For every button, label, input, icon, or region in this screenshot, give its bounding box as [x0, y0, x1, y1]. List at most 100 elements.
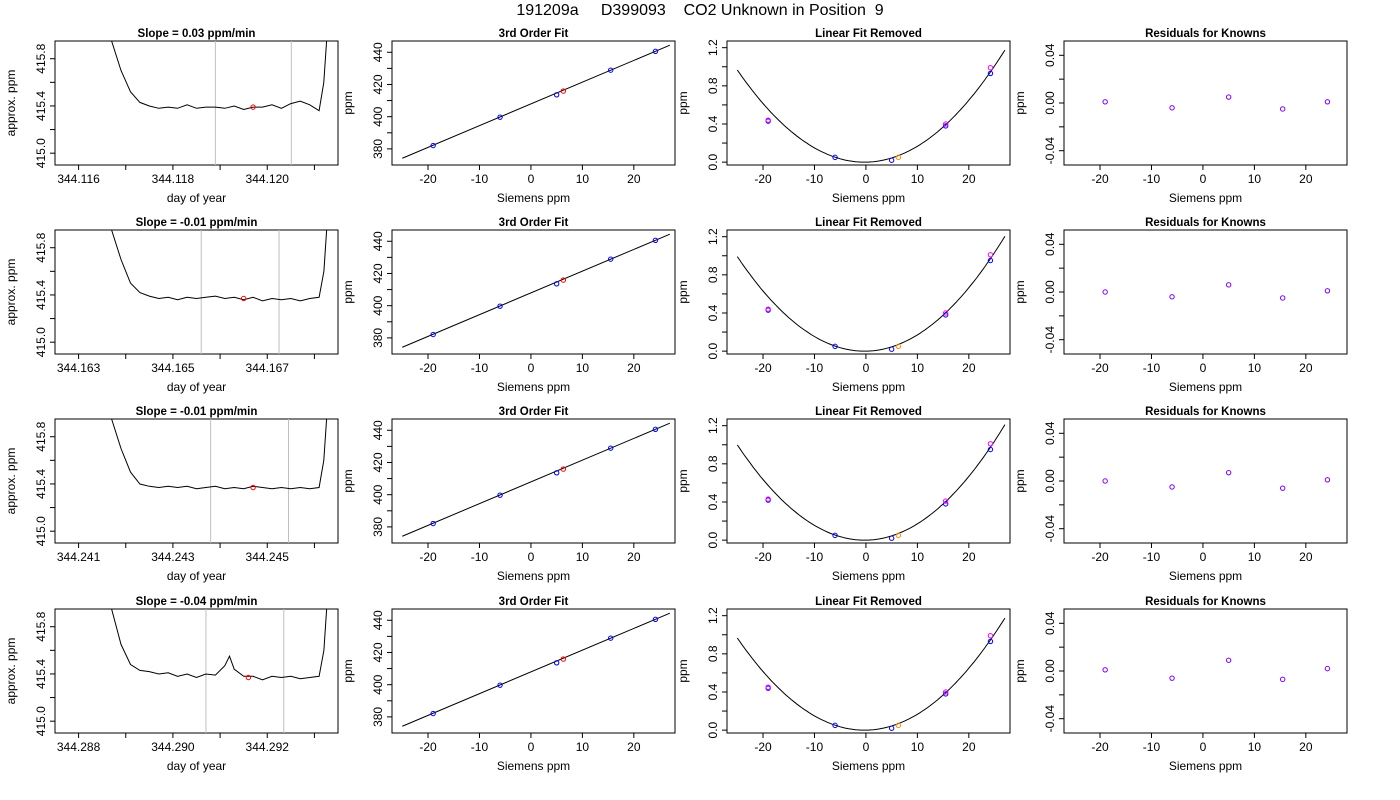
x-axis-label: Siemens ppm — [832, 380, 905, 394]
y-axis-label: ppm — [1013, 91, 1027, 114]
fit-line — [402, 233, 671, 348]
fit-curve — [736, 49, 1006, 163]
data-point — [1324, 288, 1331, 294]
y-tick-label: 420 — [371, 642, 385, 662]
y-tick-label: -0.04 — [1043, 326, 1057, 354]
data-point — [987, 441, 994, 447]
y-tick-label: 415.4 — [34, 280, 48, 310]
x-tick-label: 20 — [1299, 172, 1313, 186]
data-point — [987, 252, 994, 258]
data-point — [1279, 295, 1286, 301]
y-tick-label: 380 — [371, 517, 385, 537]
panel-title: Slope = -0.04 ppm/min — [136, 596, 258, 608]
data-point — [987, 638, 994, 645]
panel-title: 3rd Order Fit — [499, 28, 569, 40]
data-point — [987, 65, 994, 71]
y-tick-label: 415.4 — [34, 659, 48, 689]
panel-title: 3rd Order Fit — [499, 596, 569, 608]
x-tick-label: -10 — [1143, 361, 1161, 375]
panel-timeseries-row-3: Slope = -0.01 ppm/min day of year approx. … — [4, 406, 339, 583]
y-tick-label: 0.4 — [706, 683, 720, 700]
y-tick-label: 0.0 — [706, 342, 720, 359]
y-tick-label: 415.0 — [34, 516, 48, 546]
x-tick-label: 20 — [627, 172, 641, 186]
data-point — [240, 295, 247, 302]
x-tick-label: -20 — [1091, 361, 1109, 375]
plot-data — [1102, 282, 1331, 301]
data-point — [250, 104, 256, 110]
data-point — [1324, 477, 1331, 483]
y-tick-label: 0.00 — [1043, 659, 1057, 683]
panel-title: Linear Fit Removed — [815, 596, 922, 608]
data-point — [895, 532, 902, 539]
y-tick-label: 415.4 — [34, 91, 48, 121]
panel-title: Linear Fit Removed — [815, 217, 922, 229]
data-point — [942, 501, 949, 507]
y-tick-label: 415.8 — [34, 232, 48, 262]
data-point — [1225, 282, 1232, 288]
x-tick-label: -10 — [471, 172, 489, 186]
series-line — [111, 609, 328, 681]
y-tick-label: 0.8 — [706, 455, 720, 472]
series-line — [111, 230, 328, 302]
y-tick-label: 415.8 — [34, 611, 48, 641]
fit-curve — [736, 236, 1006, 352]
x-tick-label: 344.120 — [246, 172, 290, 186]
y-tick-label: 440 — [371, 231, 385, 251]
x-axis-label: day of year — [167, 191, 226, 205]
data-point — [553, 660, 560, 666]
plot-frame — [726, 40, 1011, 166]
panel-title: Slope = -0.01 ppm/min — [136, 217, 258, 229]
data-point — [553, 470, 560, 476]
y-tick-label: 380 — [371, 328, 385, 348]
series-line — [111, 41, 328, 112]
y-tick-label: 415.8 — [34, 43, 48, 73]
data-point — [652, 48, 659, 55]
x-tick-label: 0 — [528, 172, 535, 186]
panel-title: Linear Fit Removed — [815, 406, 922, 418]
data-point — [430, 520, 436, 527]
x-tick-label: -10 — [806, 740, 824, 754]
x-tick-label: 0 — [528, 740, 535, 754]
y-tick-label: 0.4 — [706, 304, 720, 321]
panel-residuals-row-3: Residuals for Knowns Siemens ppm ppm -20 -10… — [1013, 406, 1348, 583]
panel-fit-row-4: 3rd Order Fit Siemens ppm ppm -20 -10 0 10 20 38… — [341, 596, 676, 773]
data-point — [250, 484, 256, 491]
y-tick-label: 0.8 — [706, 77, 720, 94]
plot-frame — [391, 229, 676, 355]
y-axis-label: approx. ppm — [4, 70, 18, 137]
x-tick-label: 10 — [911, 172, 925, 186]
y-tick-label: 415.0 — [34, 138, 48, 168]
data-point — [430, 331, 436, 338]
data-point — [1102, 289, 1108, 295]
data-point — [942, 689, 949, 695]
panel-title: Slope = -0.01 ppm/min — [136, 406, 258, 418]
plot-data — [736, 236, 1006, 352]
x-axis-label: Siemens ppm — [832, 759, 905, 773]
x-tick-label: 0 — [863, 361, 870, 375]
panel-fit-row-2: 3rd Order Fit Siemens ppm ppm -20 -10 0 10 20 38… — [341, 217, 676, 394]
data-point — [765, 684, 771, 690]
x-tick-label: -10 — [806, 172, 824, 186]
data-point — [1225, 469, 1232, 476]
y-tick-label: 0.04 — [1043, 43, 1057, 67]
x-tick-label: 10 — [1248, 740, 1262, 754]
y-axis-label: ppm — [676, 469, 690, 492]
x-tick-label: 344.245 — [246, 550, 290, 564]
y-tick-label: 0.4 — [706, 115, 720, 132]
y-axis-label: ppm — [341, 91, 355, 114]
data-point — [942, 498, 949, 504]
data-point — [832, 154, 838, 161]
plot-frame — [726, 418, 1011, 544]
x-tick-label: 10 — [911, 740, 925, 754]
data-point — [987, 70, 994, 77]
panel-linear_removed-row-4: Linear Fit Removed Siemens ppm ppm -20 -10 0 1… — [676, 596, 1011, 773]
panel-linear_removed-row-3: Linear Fit Removed Siemens ppm ppm -20 -10 0 1… — [676, 406, 1011, 583]
data-point — [765, 306, 771, 312]
y-tick-label: 0.04 — [1043, 611, 1057, 635]
panel-timeseries-row-1: Slope = 0.03 ppm/min day of year approx. p… — [4, 28, 339, 205]
data-point — [942, 123, 949, 129]
y-tick-label: 420 — [371, 452, 385, 472]
y-axis-label: ppm — [341, 659, 355, 682]
x-tick-label: 0 — [863, 172, 870, 186]
